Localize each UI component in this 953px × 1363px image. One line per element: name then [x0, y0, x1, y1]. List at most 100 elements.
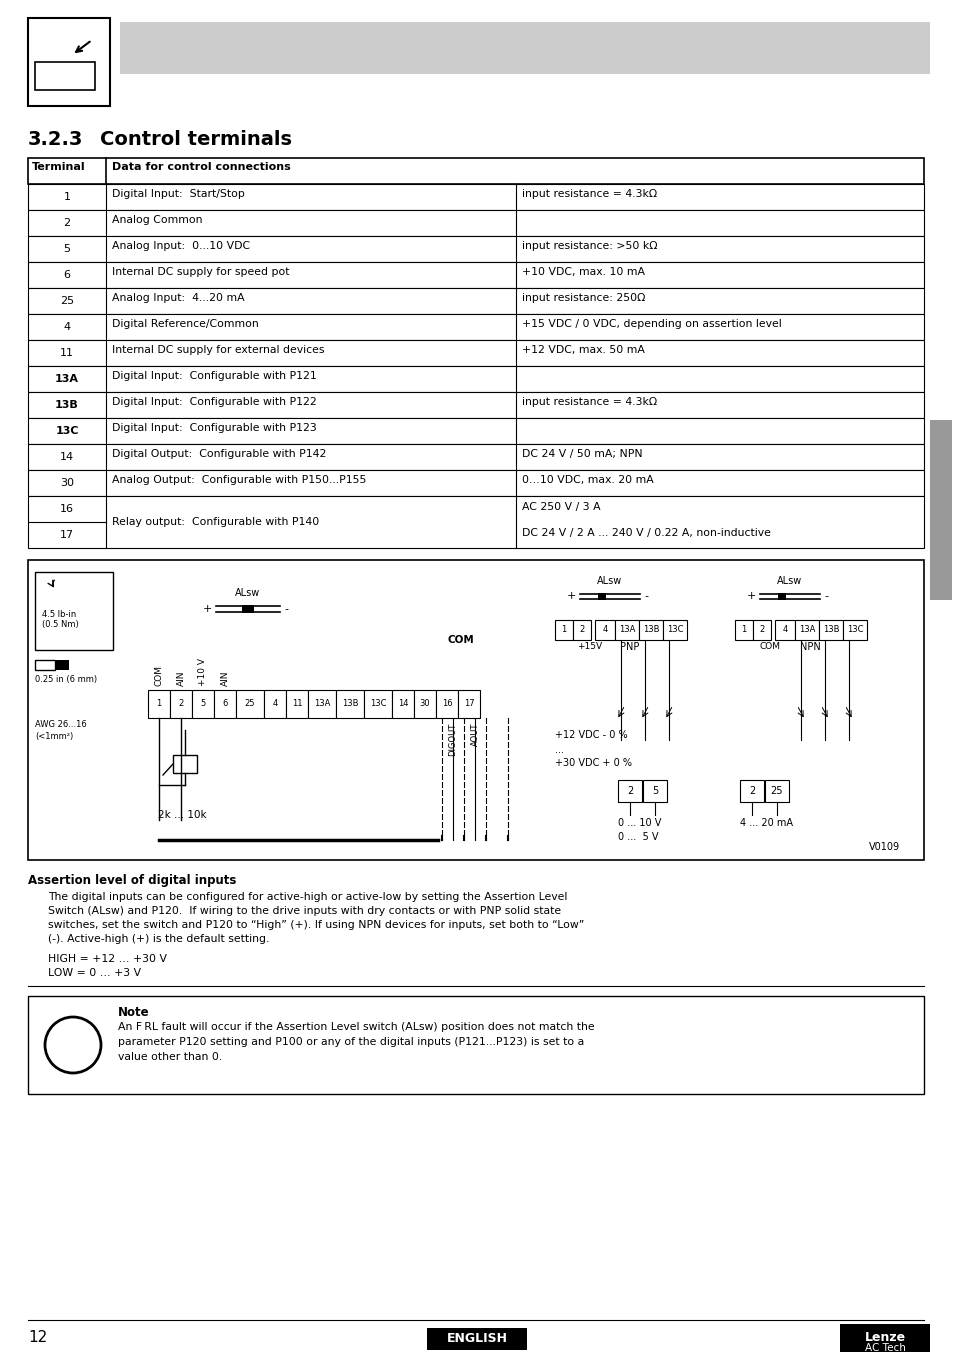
Bar	[662, 620, 686, 641]
Text: AC 250 V / 3 A: AC 250 V / 3 A	[521, 502, 600, 512]
Bar	[364, 690, 392, 718]
Text: 2: 2	[178, 699, 183, 709]
Bar	[598, 593, 605, 600]
Bar	[555, 620, 573, 641]
Text: ...: ...	[555, 746, 563, 755]
Text: ALsw: ALsw	[597, 577, 622, 586]
Text: ALsw: ALsw	[235, 587, 260, 598]
Text: 5: 5	[64, 244, 71, 254]
Text: +: +	[202, 604, 212, 613]
Bar	[28, 444, 923, 470]
Bar	[28, 470, 923, 496]
Text: +: +	[746, 592, 755, 601]
Text: input resistance: >50 kΩ: input resistance: >50 kΩ	[521, 241, 657, 251]
Bar	[192, 690, 213, 718]
Bar	[28, 18, 110, 106]
Text: 13B: 13B	[821, 626, 839, 635]
Text: Internal DC supply for speed pot: Internal DC supply for speed pot	[112, 267, 289, 277]
Bar	[35, 61, 95, 90]
Bar	[595, 620, 615, 641]
Text: DC 24 V / 50 mA; NPN: DC 24 V / 50 mA; NPN	[521, 448, 642, 459]
Bar	[414, 690, 436, 718]
Bar	[148, 690, 170, 718]
Bar	[28, 210, 923, 236]
Text: 13A: 13A	[314, 699, 330, 709]
Bar	[28, 560, 923, 860]
Text: 4.5 lb-in: 4.5 lb-in	[42, 611, 76, 619]
Bar	[605, 593, 614, 600]
Bar	[457, 690, 479, 718]
Text: +30 VDC + 0 %: +30 VDC + 0 %	[555, 758, 631, 767]
Text: 6: 6	[64, 270, 71, 279]
Text: (<1mm²): (<1mm²)	[35, 732, 73, 741]
Bar	[842, 620, 866, 641]
Text: value other than 0.: value other than 0.	[118, 1052, 222, 1062]
Text: -: -	[284, 604, 288, 613]
Text: 4: 4	[63, 322, 71, 333]
Text: 13A: 13A	[618, 626, 635, 635]
Bar	[172, 755, 196, 773]
Bar	[28, 996, 923, 1094]
Bar	[573, 620, 590, 641]
Text: 13B: 13B	[642, 626, 659, 635]
Bar	[308, 690, 335, 718]
Text: 30: 30	[419, 699, 430, 709]
Text: 6: 6	[222, 699, 228, 709]
Bar	[213, 690, 235, 718]
Text: Control terminals: Control terminals	[100, 129, 292, 149]
Bar	[778, 593, 785, 600]
Bar	[28, 262, 923, 288]
Text: 25: 25	[60, 296, 74, 307]
Text: Terminal: Terminal	[32, 162, 86, 172]
Text: 5: 5	[200, 699, 206, 709]
Bar	[752, 620, 770, 641]
Text: input resistance: 250Ω: input resistance: 250Ω	[521, 293, 644, 303]
Bar	[764, 780, 788, 801]
Bar	[55, 660, 69, 671]
Text: Digital Input:  Configurable with P122: Digital Input: Configurable with P122	[112, 397, 316, 408]
Text: An F RL fault will occur if the Assertion Level switch (ALsw) position does not : An F RL fault will occur if the Assertio…	[118, 1022, 594, 1032]
Circle shape	[45, 1017, 101, 1073]
Text: Analog Input:  4...20 mA: Analog Input: 4...20 mA	[112, 293, 244, 303]
Bar	[28, 288, 923, 313]
Text: ALsw: ALsw	[777, 577, 801, 586]
Text: 25: 25	[245, 699, 255, 709]
Text: 0.25 in (6 mm): 0.25 in (6 mm)	[35, 675, 97, 684]
Text: 4 ... 20 mA: 4 ... 20 mA	[740, 818, 792, 827]
Bar	[28, 496, 923, 548]
Bar	[794, 620, 818, 641]
Text: AC Tech: AC Tech	[863, 1343, 904, 1353]
Text: 14: 14	[60, 453, 74, 462]
Bar	[818, 620, 842, 641]
Text: +10 V: +10 V	[198, 658, 208, 686]
Bar	[170, 690, 192, 718]
Text: 13C: 13C	[370, 699, 386, 709]
Text: 0…10 VDC, max. 20 mA: 0…10 VDC, max. 20 mA	[521, 474, 653, 485]
Text: input resistance = 4.3kΩ: input resistance = 4.3kΩ	[521, 189, 657, 199]
Text: 13A: 13A	[798, 626, 814, 635]
Bar	[618, 780, 641, 801]
Text: Digital Input:  Configurable with P123: Digital Input: Configurable with P123	[112, 423, 316, 433]
Bar	[35, 572, 112, 650]
Text: Switch (ALsw) and P120.  If wiring to the drive inputs with dry contacts or with: Switch (ALsw) and P120. If wiring to the…	[48, 906, 560, 916]
Bar	[392, 690, 414, 718]
Text: 2: 2	[63, 218, 71, 228]
Text: Data for control connections: Data for control connections	[112, 162, 291, 172]
Bar	[427, 1328, 526, 1349]
Text: Digital Output:  Configurable with P142: Digital Output: Configurable with P142	[112, 448, 326, 459]
Bar	[28, 236, 923, 262]
Text: NPN: NPN	[799, 642, 820, 652]
Bar	[235, 690, 264, 718]
Text: 2: 2	[626, 786, 633, 796]
Bar	[335, 690, 364, 718]
Text: 11: 11	[60, 348, 74, 358]
Text: PNP: PNP	[619, 642, 639, 652]
Text: 2k ... 10k: 2k ... 10k	[158, 810, 207, 821]
Text: LOW = 0 … +3 V: LOW = 0 … +3 V	[48, 968, 141, 979]
Bar	[615, 620, 639, 641]
Text: Analog Output:  Configurable with P150...P155: Analog Output: Configurable with P150...…	[112, 474, 366, 485]
Text: 1: 1	[156, 699, 161, 709]
Bar	[242, 605, 253, 613]
Text: -: -	[823, 592, 827, 601]
Text: +15 VDC / 0 VDC, depending on assertion level: +15 VDC / 0 VDC, depending on assertion …	[521, 319, 781, 328]
